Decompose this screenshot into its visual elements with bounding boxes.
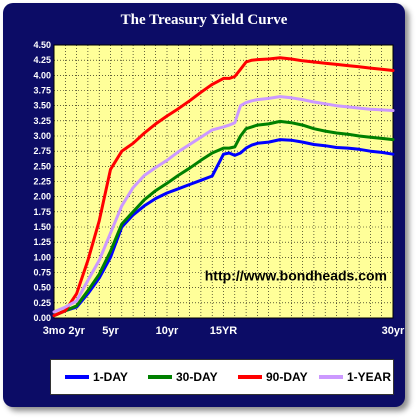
series-line-1-year bbox=[52, 95, 395, 314]
legend-item-1-day: 1-DAY bbox=[65, 360, 128, 394]
y-tick-label: 3.25 bbox=[33, 116, 51, 126]
y-tick-label: 4.50 bbox=[33, 40, 51, 50]
y-tick-label: 3.75 bbox=[33, 86, 51, 96]
y-tick-label: 3.00 bbox=[33, 131, 51, 141]
legend-swatch-1-year bbox=[319, 375, 343, 379]
legend-item-1-year: 1-YEAR bbox=[319, 360, 391, 394]
x-tick-label: 2yr bbox=[68, 325, 85, 337]
legend-label-90-day: 90-DAY bbox=[266, 370, 308, 384]
chart-title: The Treasury Yield Curve bbox=[120, 12, 288, 28]
legend-swatch-90-day bbox=[238, 375, 262, 379]
y-tick-label: 1.50 bbox=[33, 222, 51, 232]
legend-label-30-day: 30-DAY bbox=[176, 370, 218, 384]
y-tick-label: 2.50 bbox=[33, 161, 51, 171]
y-tick-label: 2.00 bbox=[33, 192, 51, 202]
x-tick-label: 3mo bbox=[43, 325, 66, 337]
y-tick-label: 3.50 bbox=[33, 101, 51, 111]
legend-swatch-30-day bbox=[148, 375, 172, 379]
chart-legend: 1-DAY 30-DAY 90-DAY 1-YEAR bbox=[50, 359, 394, 395]
y-tick-label: 1.00 bbox=[33, 252, 51, 262]
x-tick-label: 10yr bbox=[156, 325, 179, 337]
y-tick-label: 0.25 bbox=[33, 298, 51, 308]
y-tick-label: 0.00 bbox=[33, 313, 51, 323]
legend-swatch-1-day bbox=[65, 375, 89, 379]
series-line-90-day bbox=[52, 56, 395, 318]
y-tick-label: 1.75 bbox=[33, 207, 51, 217]
legend-label-1-day: 1-DAY bbox=[93, 370, 128, 384]
y-tick-label: 2.25 bbox=[33, 177, 51, 187]
y-tick-label: 4.25 bbox=[33, 55, 51, 65]
x-tick-label: 15YR bbox=[210, 325, 238, 337]
series-line-30-day bbox=[52, 119, 395, 318]
x-tick-label: 30yr bbox=[382, 325, 405, 337]
y-tick-label: 2.75 bbox=[33, 146, 51, 156]
x-tick-label: 5yr bbox=[102, 325, 119, 337]
legend-item-90-day: 90-DAY bbox=[238, 360, 308, 394]
y-tick-label: 0.50 bbox=[33, 283, 51, 293]
series-line-1-day bbox=[52, 138, 395, 318]
chart-annotation: http://www.bondheads.com bbox=[205, 267, 387, 283]
yield-curve-chart: 0.00 0.25 0.50 0.75 1.00 1.25 1.50 1.75 2.00 2.25… bbox=[33, 40, 405, 337]
y-tick-label: 0.75 bbox=[33, 268, 51, 278]
legend-label-1-year: 1-YEAR bbox=[347, 370, 392, 384]
y-tick-label: 4.00 bbox=[33, 70, 51, 80]
legend-item-30-day: 30-DAY bbox=[148, 360, 218, 394]
y-tick-label: 1.25 bbox=[33, 237, 51, 247]
